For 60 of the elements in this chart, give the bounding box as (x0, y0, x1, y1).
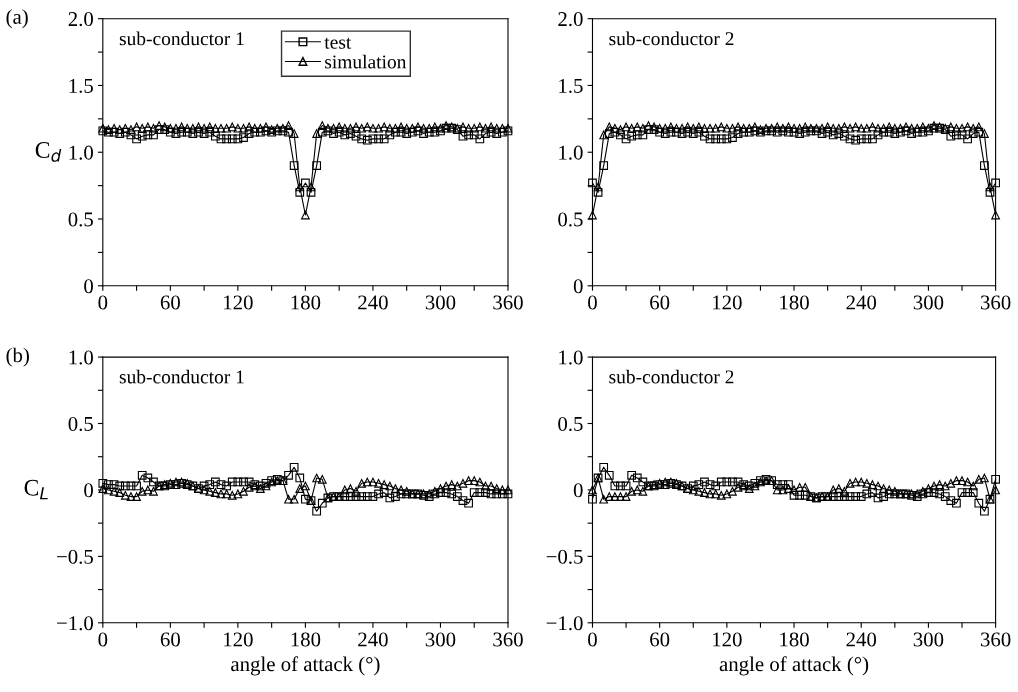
x-tick-label: 240 (358, 632, 388, 647)
x-tick-label: 300 (425, 632, 456, 647)
x-tick-label: 240 (358, 295, 388, 310)
text: sub-conductor 1 (119, 31, 244, 46)
legend-label: simulation (325, 54, 407, 69)
x-tick-label: 360 (980, 632, 1011, 647)
x-tick-label: 180 (780, 632, 809, 647)
x-tick-label: 180 (291, 295, 321, 310)
y-tick-label: 1.5 (69, 78, 93, 93)
x-tick-label: 60 (160, 632, 180, 647)
x-tick-label: 120 (224, 632, 253, 647)
y-tick-label: −0.5 (57, 549, 93, 564)
y-tick-label: 0.5 (558, 212, 583, 227)
x-axis-title: angle of attack (°) (719, 656, 869, 676)
x-axis-title: angle of attack (°) (231, 656, 380, 676)
y-axis-title: C$_{L}$ (24, 479, 48, 500)
y-tick-label: 1.0 (559, 145, 583, 160)
text: sub-conductor 1 (119, 369, 244, 384)
x-tick-label: 240 (846, 632, 877, 647)
x-tick-label: 120 (713, 632, 742, 647)
y-tick-label: −0.5 (546, 549, 583, 564)
text: (b) (6, 347, 29, 367)
y-tick-label: 0 (573, 279, 583, 294)
y-tick-label: 0 (84, 279, 93, 294)
x-tick-label: 0 (588, 632, 597, 647)
y-tick-label: 0 (573, 483, 583, 498)
y-tick-label: 0.5 (558, 416, 583, 432)
y-tick-label: 1.0 (69, 145, 93, 160)
x-tick-label: 180 (780, 295, 809, 310)
x-tick-label: 360 (493, 295, 523, 310)
x-tick-label: 60 (650, 295, 670, 310)
text: (a) (6, 9, 28, 29)
x-tick-label: 180 (291, 632, 321, 647)
y-tick-label: −1.0 (57, 616, 93, 631)
y-tick-label: 0 (84, 483, 93, 498)
y-axis-title: C$_{d}$ (35, 142, 62, 162)
x-tick-label: 0 (588, 295, 597, 310)
x-tick-label: 240 (846, 295, 877, 310)
x-tick-label: 120 (224, 295, 253, 310)
legend-label: test (324, 37, 352, 49)
x-tick-label: 300 (913, 632, 944, 647)
y-tick-label: 1.0 (69, 350, 93, 365)
y-tick-label: 2.0 (68, 12, 93, 27)
y-tick-label: −1.0 (546, 616, 583, 631)
y-tick-label: 2.0 (558, 12, 583, 27)
x-tick-label: 300 (425, 295, 456, 310)
x-tick-label: 360 (980, 295, 1011, 310)
x-tick-label: 60 (160, 295, 180, 310)
y-tick-label: 1.0 (559, 350, 583, 365)
text: sub-conductor 2 (609, 369, 734, 384)
y-tick-label: 1.5 (559, 78, 583, 93)
x-tick-label: 60 (650, 632, 670, 647)
x-tick-label: 0 (98, 295, 108, 310)
y-tick-label: 0.5 (68, 212, 93, 227)
text: sub-conductor 2 (609, 31, 734, 46)
x-tick-label: 360 (493, 632, 523, 647)
y-tick-label: 0.5 (68, 416, 93, 432)
x-tick-label: 120 (713, 295, 742, 310)
x-tick-label: 0 (98, 632, 108, 647)
x-tick-label: 300 (913, 295, 944, 310)
